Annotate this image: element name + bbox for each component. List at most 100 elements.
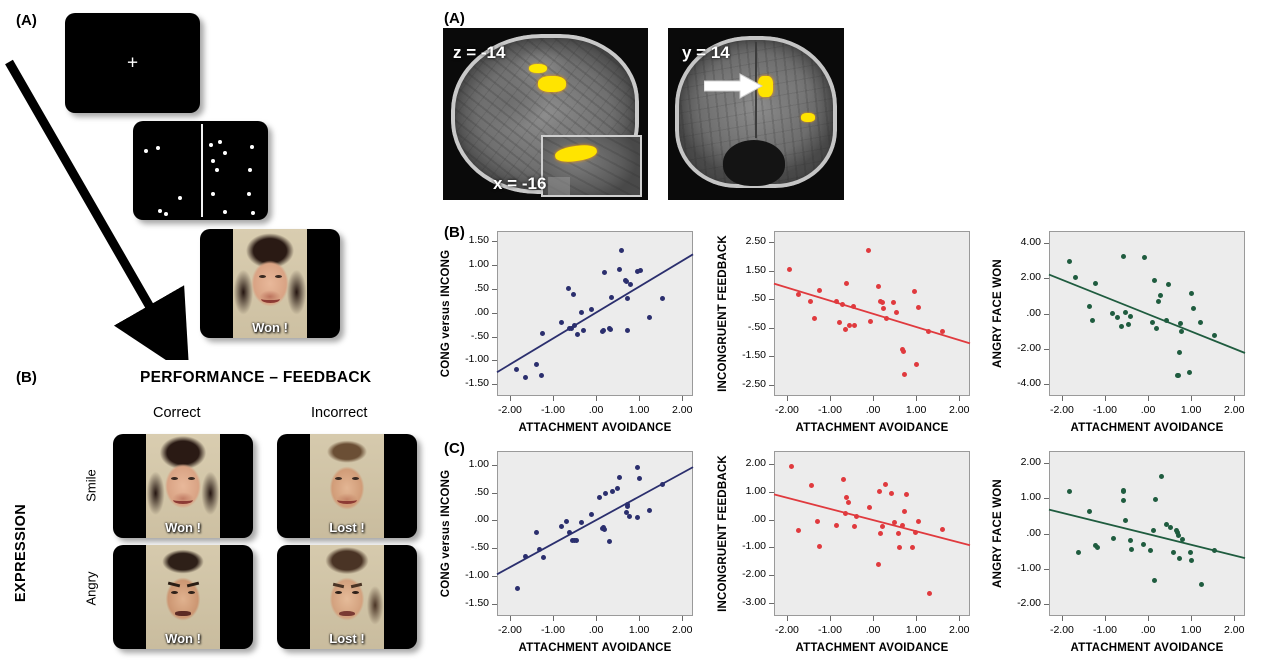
data-point	[912, 530, 918, 536]
data-point	[634, 268, 640, 274]
dot	[211, 192, 215, 196]
data-point	[843, 495, 849, 501]
x-tick-mark	[916, 396, 918, 401]
y-tick-label: .00	[751, 512, 766, 525]
dot	[215, 168, 219, 172]
y-tick-mark	[1044, 278, 1049, 280]
x-tick-label: -1.00	[818, 624, 842, 636]
face-photo-smiling-male	[310, 434, 384, 538]
y-tick-mark	[769, 463, 774, 465]
data-point	[1111, 535, 1117, 541]
face-cell-angry-correct: Won !	[113, 545, 253, 649]
regression-line	[496, 466, 694, 576]
x-axis-title: ATTACHMENT AVOIDANCE	[1070, 422, 1224, 434]
data-point	[536, 547, 542, 553]
data-point	[843, 280, 849, 286]
y-tick-label: -2.50	[742, 377, 766, 390]
regression-line	[496, 253, 694, 373]
data-point	[602, 269, 608, 275]
data-point	[660, 482, 666, 488]
data-point	[910, 544, 916, 550]
y-tick-label: -2.00	[1017, 596, 1041, 609]
data-point	[877, 489, 883, 495]
data-point	[625, 504, 631, 510]
x-tick-label: -2.00	[497, 624, 522, 636]
x-tick-label: 1.00	[1180, 624, 1202, 636]
data-point	[852, 523, 858, 529]
data-point	[625, 295, 631, 301]
stimulus-dot-comparison-screen	[133, 121, 268, 220]
x-tick-mark	[873, 616, 875, 621]
scatter-plot-b2: -2.00 -1.00 .00 1.00 2.00 -2.50 -1.50 -.50 .50 1.…	[704, 223, 990, 450]
data-point	[601, 524, 607, 530]
dot	[211, 159, 215, 163]
data-point	[541, 554, 547, 560]
data-point	[619, 247, 625, 253]
data-point	[574, 537, 580, 543]
data-point	[578, 309, 584, 315]
data-point	[635, 465, 641, 471]
data-point	[842, 510, 848, 516]
face-brow-left	[332, 582, 345, 589]
x-tick-label: -2.00	[1049, 624, 1074, 636]
activation-cluster	[538, 76, 566, 92]
dot	[247, 192, 251, 196]
y-tick-label: -1.50	[465, 377, 489, 390]
x-tick-mark	[1148, 616, 1150, 621]
y-tick-label: .50	[751, 292, 766, 305]
data-point	[615, 486, 621, 492]
y-tick-mark	[769, 270, 774, 272]
x-tick-mark	[1191, 396, 1193, 401]
data-point	[808, 299, 814, 305]
data-point	[534, 362, 540, 368]
dot	[164, 212, 168, 216]
x-tick-mark	[553, 616, 554, 621]
data-point	[880, 300, 886, 306]
column-header-incorrect: Incorrect	[311, 405, 368, 421]
data-point	[882, 482, 888, 488]
y-tick-label: -1.00	[1017, 561, 1041, 574]
data-point	[787, 267, 793, 273]
data-point	[636, 475, 642, 481]
y-tick-label: 2.00	[1020, 456, 1041, 469]
y-axis-title: CONG versus INCONG	[440, 469, 452, 598]
data-point	[833, 299, 839, 305]
x-tick-label: -1.00	[1093, 404, 1117, 416]
data-point	[1163, 521, 1169, 527]
data-point	[846, 322, 852, 328]
x-tick-label: 1.00	[628, 624, 650, 636]
x-axis-title: ATTACHMENT AVOIDANCE	[795, 422, 949, 434]
face-cell-caption: Lost !	[329, 631, 365, 646]
data-point	[628, 281, 634, 287]
x-tick-mark	[830, 396, 831, 401]
y-tick-mark	[769, 327, 774, 329]
row-header-angry: Angry	[83, 571, 99, 606]
y-tick-mark	[1044, 603, 1049, 605]
face-eye-right	[352, 477, 359, 480]
x-tick-label: -1.00	[1093, 624, 1117, 636]
data-point	[1176, 349, 1182, 355]
dot	[223, 210, 227, 214]
x-tick-label: 1.00	[905, 624, 927, 636]
data-point	[564, 519, 570, 525]
face-eye-left	[171, 591, 178, 594]
face-cell-caption: Won !	[165, 631, 201, 646]
data-point	[623, 510, 629, 516]
data-point	[878, 531, 884, 536]
x-tick-label: -2.00	[1049, 404, 1074, 416]
data-point	[1188, 290, 1194, 296]
data-point	[836, 319, 842, 325]
y-tick-label: -1.50	[465, 596, 489, 609]
dot	[250, 145, 254, 149]
x-tick-mark	[1191, 616, 1193, 621]
data-point	[1179, 329, 1185, 335]
data-point	[634, 515, 640, 521]
y-tick-mark	[1044, 348, 1049, 350]
feedback-face-photo	[233, 229, 307, 338]
data-point	[788, 464, 794, 470]
x-tick-label: -1.00	[818, 404, 842, 416]
y-tick-mark	[492, 265, 497, 267]
data-point	[1212, 547, 1218, 553]
plot-area	[774, 451, 970, 616]
data-point	[513, 367, 519, 373]
